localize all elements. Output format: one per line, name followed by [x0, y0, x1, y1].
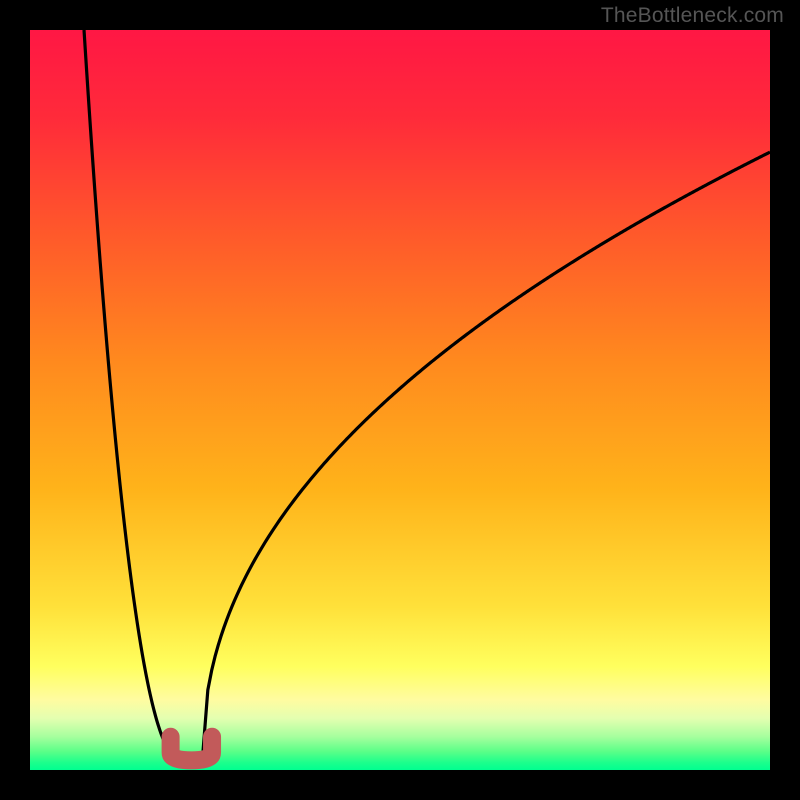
gradient-background	[30, 30, 770, 770]
bottleneck-chart-svg	[0, 0, 800, 800]
watermark-text: TheBottleneck.com	[601, 4, 784, 28]
chart-frame: TheBottleneck.com	[0, 0, 800, 800]
